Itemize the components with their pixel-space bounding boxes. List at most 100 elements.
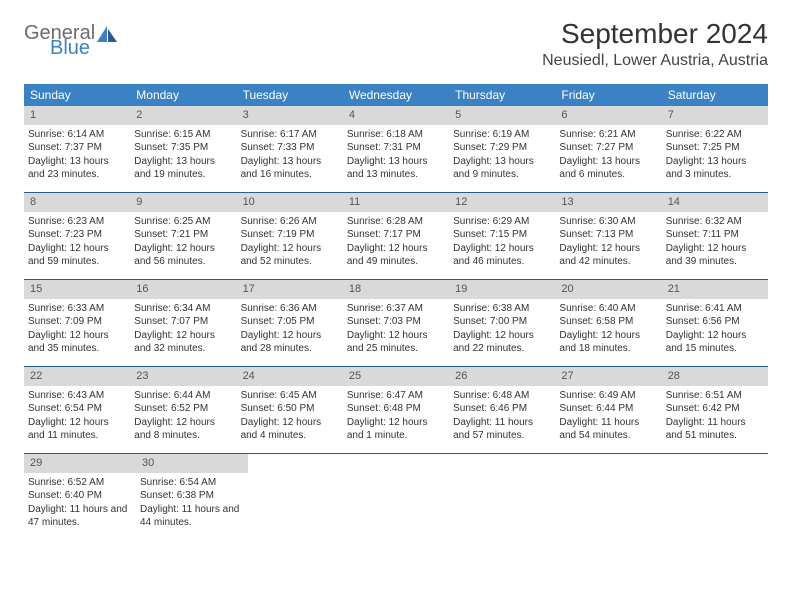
daylight: Daylight: 12 hours and 1 minute. [347,416,445,443]
sunrise: Sunrise: 6:28 AM [347,215,445,229]
sunrise: Sunrise: 6:19 AM [453,128,551,142]
day-number: 3 [237,106,343,125]
day-cell-9: 9Sunrise: 6:25 AMSunset: 7:21 PMDaylight… [130,193,236,279]
daylight: Daylight: 12 hours and 11 minutes. [28,416,126,443]
sunrise: Sunrise: 6:43 AM [28,389,126,403]
daylight: Daylight: 13 hours and 19 minutes. [134,155,232,182]
day-number: 5 [449,106,555,125]
empty-cell [248,454,352,540]
day-number: 21 [662,280,768,299]
day-number: 20 [555,280,661,299]
weekday-sunday: Sunday [24,84,130,106]
sunrise: Sunrise: 6:21 AM [559,128,657,142]
sunrise: Sunrise: 6:40 AM [559,302,657,316]
weekday-wednesday: Wednesday [343,84,449,106]
sunset: Sunset: 6:40 PM [28,489,132,503]
location: Neusiedl, Lower Austria, Austria [542,52,768,70]
daylight: Daylight: 13 hours and 13 minutes. [347,155,445,182]
empty-cell [664,454,768,540]
daylight: Daylight: 12 hours and 39 minutes. [666,242,764,269]
sunset: Sunset: 7:13 PM [559,228,657,242]
sunset: Sunset: 7:33 PM [241,141,339,155]
sunrise: Sunrise: 6:54 AM [140,476,244,490]
sunset: Sunset: 7:09 PM [28,315,126,329]
daylight: Daylight: 12 hours and 35 minutes. [28,329,126,356]
daylight: Daylight: 12 hours and 56 minutes. [134,242,232,269]
day-number: 7 [662,106,768,125]
sunset: Sunset: 6:38 PM [140,489,244,503]
sunrise: Sunrise: 6:49 AM [559,389,657,403]
day-cell-13: 13 Sunrise: 6:30 AMSunset: 7:13 PMDayligh… [555,193,661,279]
daylight: Daylight: 11 hours and 47 minutes. [28,503,132,530]
day-cell-21: 21Sunrise: 6:41 AMSunset: 6:56 PMDayligh… [662,280,768,366]
calendar-body: 1Sunrise: 6:14 AMSunset: 7:37 PMDaylight… [24,106,768,540]
day-number: 30 [136,454,248,473]
day-cell-25: 25Sunrise: 6:47 AMSunset: 6:48 PMDayligh… [343,367,449,453]
daylight: Daylight: 12 hours and 46 minutes. [453,242,551,269]
sunrise: Sunrise: 6:36 AM [241,302,339,316]
sunset: Sunset: 7:29 PM [453,141,551,155]
weekday-thursday: Thursday [449,84,555,106]
day-cell-2: 2Sunrise: 6:15 AMSunset: 7:35 PMDaylight… [130,106,236,192]
day-number: 24 [237,367,343,386]
sunset: Sunset: 7:19 PM [241,228,339,242]
sunrise: Sunrise: 6:22 AM [666,128,764,142]
day-number: 2 [130,106,236,125]
daylight: Daylight: 11 hours and 44 minutes. [140,503,244,530]
daylight: Daylight: 11 hours and 57 minutes. [453,416,551,443]
daylight: Daylight: 12 hours and 28 minutes. [241,329,339,356]
day-cell-28: 28Sunrise: 6:51 AMSunset: 6:42 PMDayligh… [662,367,768,453]
sunset: Sunset: 6:54 PM [28,402,126,416]
day-cell-19: 19Sunrise: 6:38 AMSunset: 7:00 PMDayligh… [449,280,555,366]
day-cell-27: 27Sunrise: 6:49 AMSunset: 6:44 PMDayligh… [555,367,661,453]
sunset: Sunset: 6:46 PM [453,402,551,416]
header: General Blue September 2024 Neusiedl, Lo… [24,18,768,70]
day-cell-30: 30 Sunrise: 6:54 AMSunset: 6:38 PMDayligh… [136,454,248,540]
daylight: Daylight: 12 hours and 42 minutes. [559,242,657,269]
day-cell-29: 29Sunrise: 6:52 AMSunset: 6:40 PMDayligh… [24,454,136,540]
sunrise: Sunrise: 6:37 AM [347,302,445,316]
daylight: Daylight: 12 hours and 49 minutes. [347,242,445,269]
day-cell-24: 24 Sunrise: 6:45 AMSunset: 6:50 PMDayligh… [237,367,343,453]
day-number: 25 [343,367,449,386]
calendar: SundayMondayTuesdayWednesdayThursdayFrid… [24,84,768,540]
sunset: Sunset: 7:05 PM [241,315,339,329]
day-cell-3: 3Sunrise: 6:17 AMSunset: 7:33 PMDaylight… [237,106,343,192]
week-row: 29Sunrise: 6:52 AMSunset: 6:40 PMDayligh… [24,454,768,540]
daylight: Daylight: 12 hours and 4 minutes. [241,416,339,443]
day-number: 13 [555,193,661,212]
sunset: Sunset: 7:00 PM [453,315,551,329]
daylight: Daylight: 12 hours and 22 minutes. [453,329,551,356]
sunset: Sunset: 7:23 PM [28,228,126,242]
day-cell-26: 26Sunrise: 6:48 AMSunset: 6:46 PMDayligh… [449,367,555,453]
title-block: September 2024 Neusiedl, Lower Austria, … [542,18,768,70]
day-number: 27 [555,367,661,386]
sunrise: Sunrise: 6:23 AM [28,215,126,229]
sunrise: Sunrise: 6:25 AM [134,215,232,229]
day-number: 11 [343,193,449,212]
sunrise: Sunrise: 6:33 AM [28,302,126,316]
day-number: 6 [555,106,661,125]
day-cell-18: 18Sunrise: 6:37 AMSunset: 7:03 PMDayligh… [343,280,449,366]
day-number: 9 [130,193,236,212]
sunrise: Sunrise: 6:14 AM [28,128,126,142]
sunset: Sunset: 6:44 PM [559,402,657,416]
sunset: Sunset: 6:50 PM [241,402,339,416]
sunrise: Sunrise: 6:38 AM [453,302,551,316]
day-cell-5: 5Sunrise: 6:19 AMSunset: 7:29 PMDaylight… [449,106,555,192]
weekday-saturday: Saturday [662,84,768,106]
week-row: 1Sunrise: 6:14 AMSunset: 7:37 PMDaylight… [24,106,768,193]
sunrise: Sunrise: 6:30 AM [559,215,657,229]
weekday-friday: Friday [555,84,661,106]
day-cell-22: 22Sunrise: 6:43 AMSunset: 6:54 PMDayligh… [24,367,130,453]
weekday-header-row: SundayMondayTuesdayWednesdayThursdayFrid… [24,84,768,106]
logo: General Blue [24,24,117,58]
page-title: September 2024 [542,18,768,50]
sunset: Sunset: 7:35 PM [134,141,232,155]
sunrise: Sunrise: 6:18 AM [347,128,445,142]
daylight: Daylight: 11 hours and 51 minutes. [666,416,764,443]
day-number: 26 [449,367,555,386]
weekday-monday: Monday [130,84,236,106]
day-cell-15: 15Sunrise: 6:33 AMSunset: 7:09 PMDayligh… [24,280,130,366]
sunrise: Sunrise: 6:45 AM [241,389,339,403]
